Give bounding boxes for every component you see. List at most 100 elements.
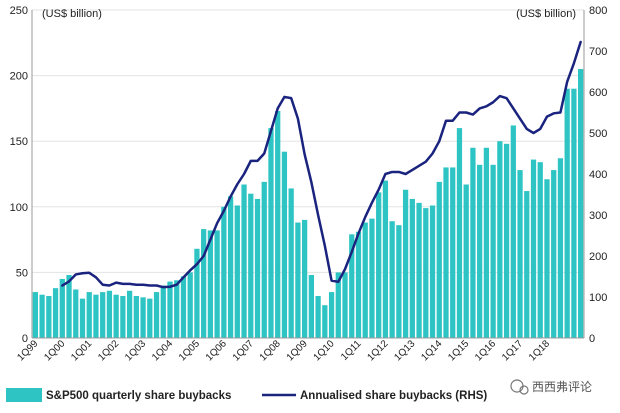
right-axis-tick-label: 300 (589, 210, 607, 222)
bar (315, 296, 321, 338)
right-axis-tick-label: 800 (589, 5, 607, 17)
left-axis-tick-label: 50 (16, 267, 28, 279)
bar (86, 292, 92, 338)
bar (275, 111, 281, 338)
bar (497, 141, 503, 338)
x-axis-tick-label: 1Q04 (150, 338, 175, 363)
bar (214, 230, 220, 338)
bar (234, 205, 240, 338)
bar (79, 298, 86, 338)
bar (490, 164, 496, 338)
legend: S&P500 quarterly share buybacks Annualis… (6, 388, 487, 402)
left-axis-tick-label: 200 (10, 71, 28, 83)
x-axis-tick-label: 1Q01 (69, 338, 94, 363)
bar (436, 181, 442, 338)
left-axis-tick-label: 150 (10, 136, 28, 148)
bar (409, 198, 415, 338)
bar (362, 222, 368, 338)
x-axis-tick-label: 1Q13 (392, 338, 417, 363)
bar (126, 290, 133, 338)
bar (120, 296, 126, 338)
left-axis-tick-label: 0 (22, 333, 28, 345)
bar (335, 272, 341, 338)
bar (382, 180, 389, 338)
x-axis-tick-label: 1Q11 (339, 338, 364, 363)
right-axis-unit-label: (US$ billion) (516, 8, 576, 20)
x-axis-tick-label: 1Q07 (231, 338, 256, 363)
bar (302, 219, 308, 338)
bar (416, 202, 422, 338)
x-axis-tick-label: 1Q99 (15, 338, 40, 363)
bar (456, 128, 463, 338)
right-axis-tick-label: 100 (589, 292, 607, 304)
x-axis-tick-label: 1Q17 (500, 338, 525, 363)
bar (328, 292, 335, 338)
bar (483, 147, 490, 338)
bar (376, 192, 382, 338)
bar (288, 188, 294, 338)
bar (201, 229, 207, 338)
bar-series-quarterly-buybacks (32, 69, 584, 339)
bar (450, 167, 456, 338)
x-axis-tick-label: 1Q05 (177, 338, 202, 363)
bar (510, 125, 516, 339)
bar (207, 230, 214, 338)
x-axis-tick-label: 1Q16 (473, 338, 498, 363)
bar (342, 272, 348, 338)
x-axis-ticks: 1Q99 1Q00 1Q01 1Q02 1Q03 1Q04 1Q05 1Q06 1Q07 1Q08… (15, 338, 552, 363)
x-axis-tick-label: 1Q08 (258, 338, 283, 363)
bar (349, 234, 355, 338)
bar (396, 225, 402, 338)
right-axis-tick-label: 500 (589, 128, 607, 140)
bar (355, 231, 362, 338)
bar (544, 179, 550, 338)
bar (578, 69, 584, 338)
bar (524, 191, 530, 338)
bar (32, 292, 38, 338)
legend-swatch-bar (6, 388, 42, 402)
bar (443, 167, 449, 338)
bar (463, 184, 469, 338)
bar (248, 193, 254, 338)
axes (31, 10, 585, 339)
bar (147, 298, 153, 338)
bar (241, 184, 247, 338)
bar (369, 218, 375, 338)
bar (133, 296, 139, 338)
bar (571, 88, 577, 338)
bar (180, 276, 187, 338)
bar (268, 128, 274, 338)
bar (187, 272, 193, 338)
bar (564, 88, 570, 338)
bar (160, 285, 166, 338)
bar (167, 281, 173, 338)
bar (254, 198, 261, 338)
bar (402, 189, 409, 338)
bar (140, 297, 146, 338)
bar (295, 222, 301, 338)
bar (93, 294, 99, 338)
right-axis-ticks: 0 100 200 300 400 500 600 700 800 (589, 5, 607, 345)
x-axis-tick-label: 1Q09 (285, 338, 310, 363)
bar (39, 294, 45, 338)
bar (503, 143, 510, 338)
right-axis-tick-label: 600 (589, 87, 607, 99)
bar (174, 280, 180, 338)
right-axis-tick-label: 200 (589, 251, 607, 263)
left-axis-tick-label: 100 (10, 202, 28, 214)
bar (194, 248, 200, 338)
left-axis-unit-label: (US$ billion) (42, 8, 102, 20)
right-axis-tick-label: 700 (589, 46, 607, 58)
bar (477, 164, 483, 338)
right-axis-tick-label: 0 (589, 333, 595, 345)
legend-label-bar: S&P500 quarterly share buybacks (46, 390, 231, 402)
x-axis-tick-label: 1Q10 (312, 338, 337, 363)
bar (423, 208, 429, 338)
watermark-text: 西西弗评论 (532, 380, 592, 394)
bar (100, 292, 106, 338)
bar (221, 206, 227, 338)
bar (153, 292, 160, 338)
x-axis-tick-label: 1Q02 (96, 338, 121, 363)
bar (227, 196, 234, 338)
bar (261, 181, 267, 338)
